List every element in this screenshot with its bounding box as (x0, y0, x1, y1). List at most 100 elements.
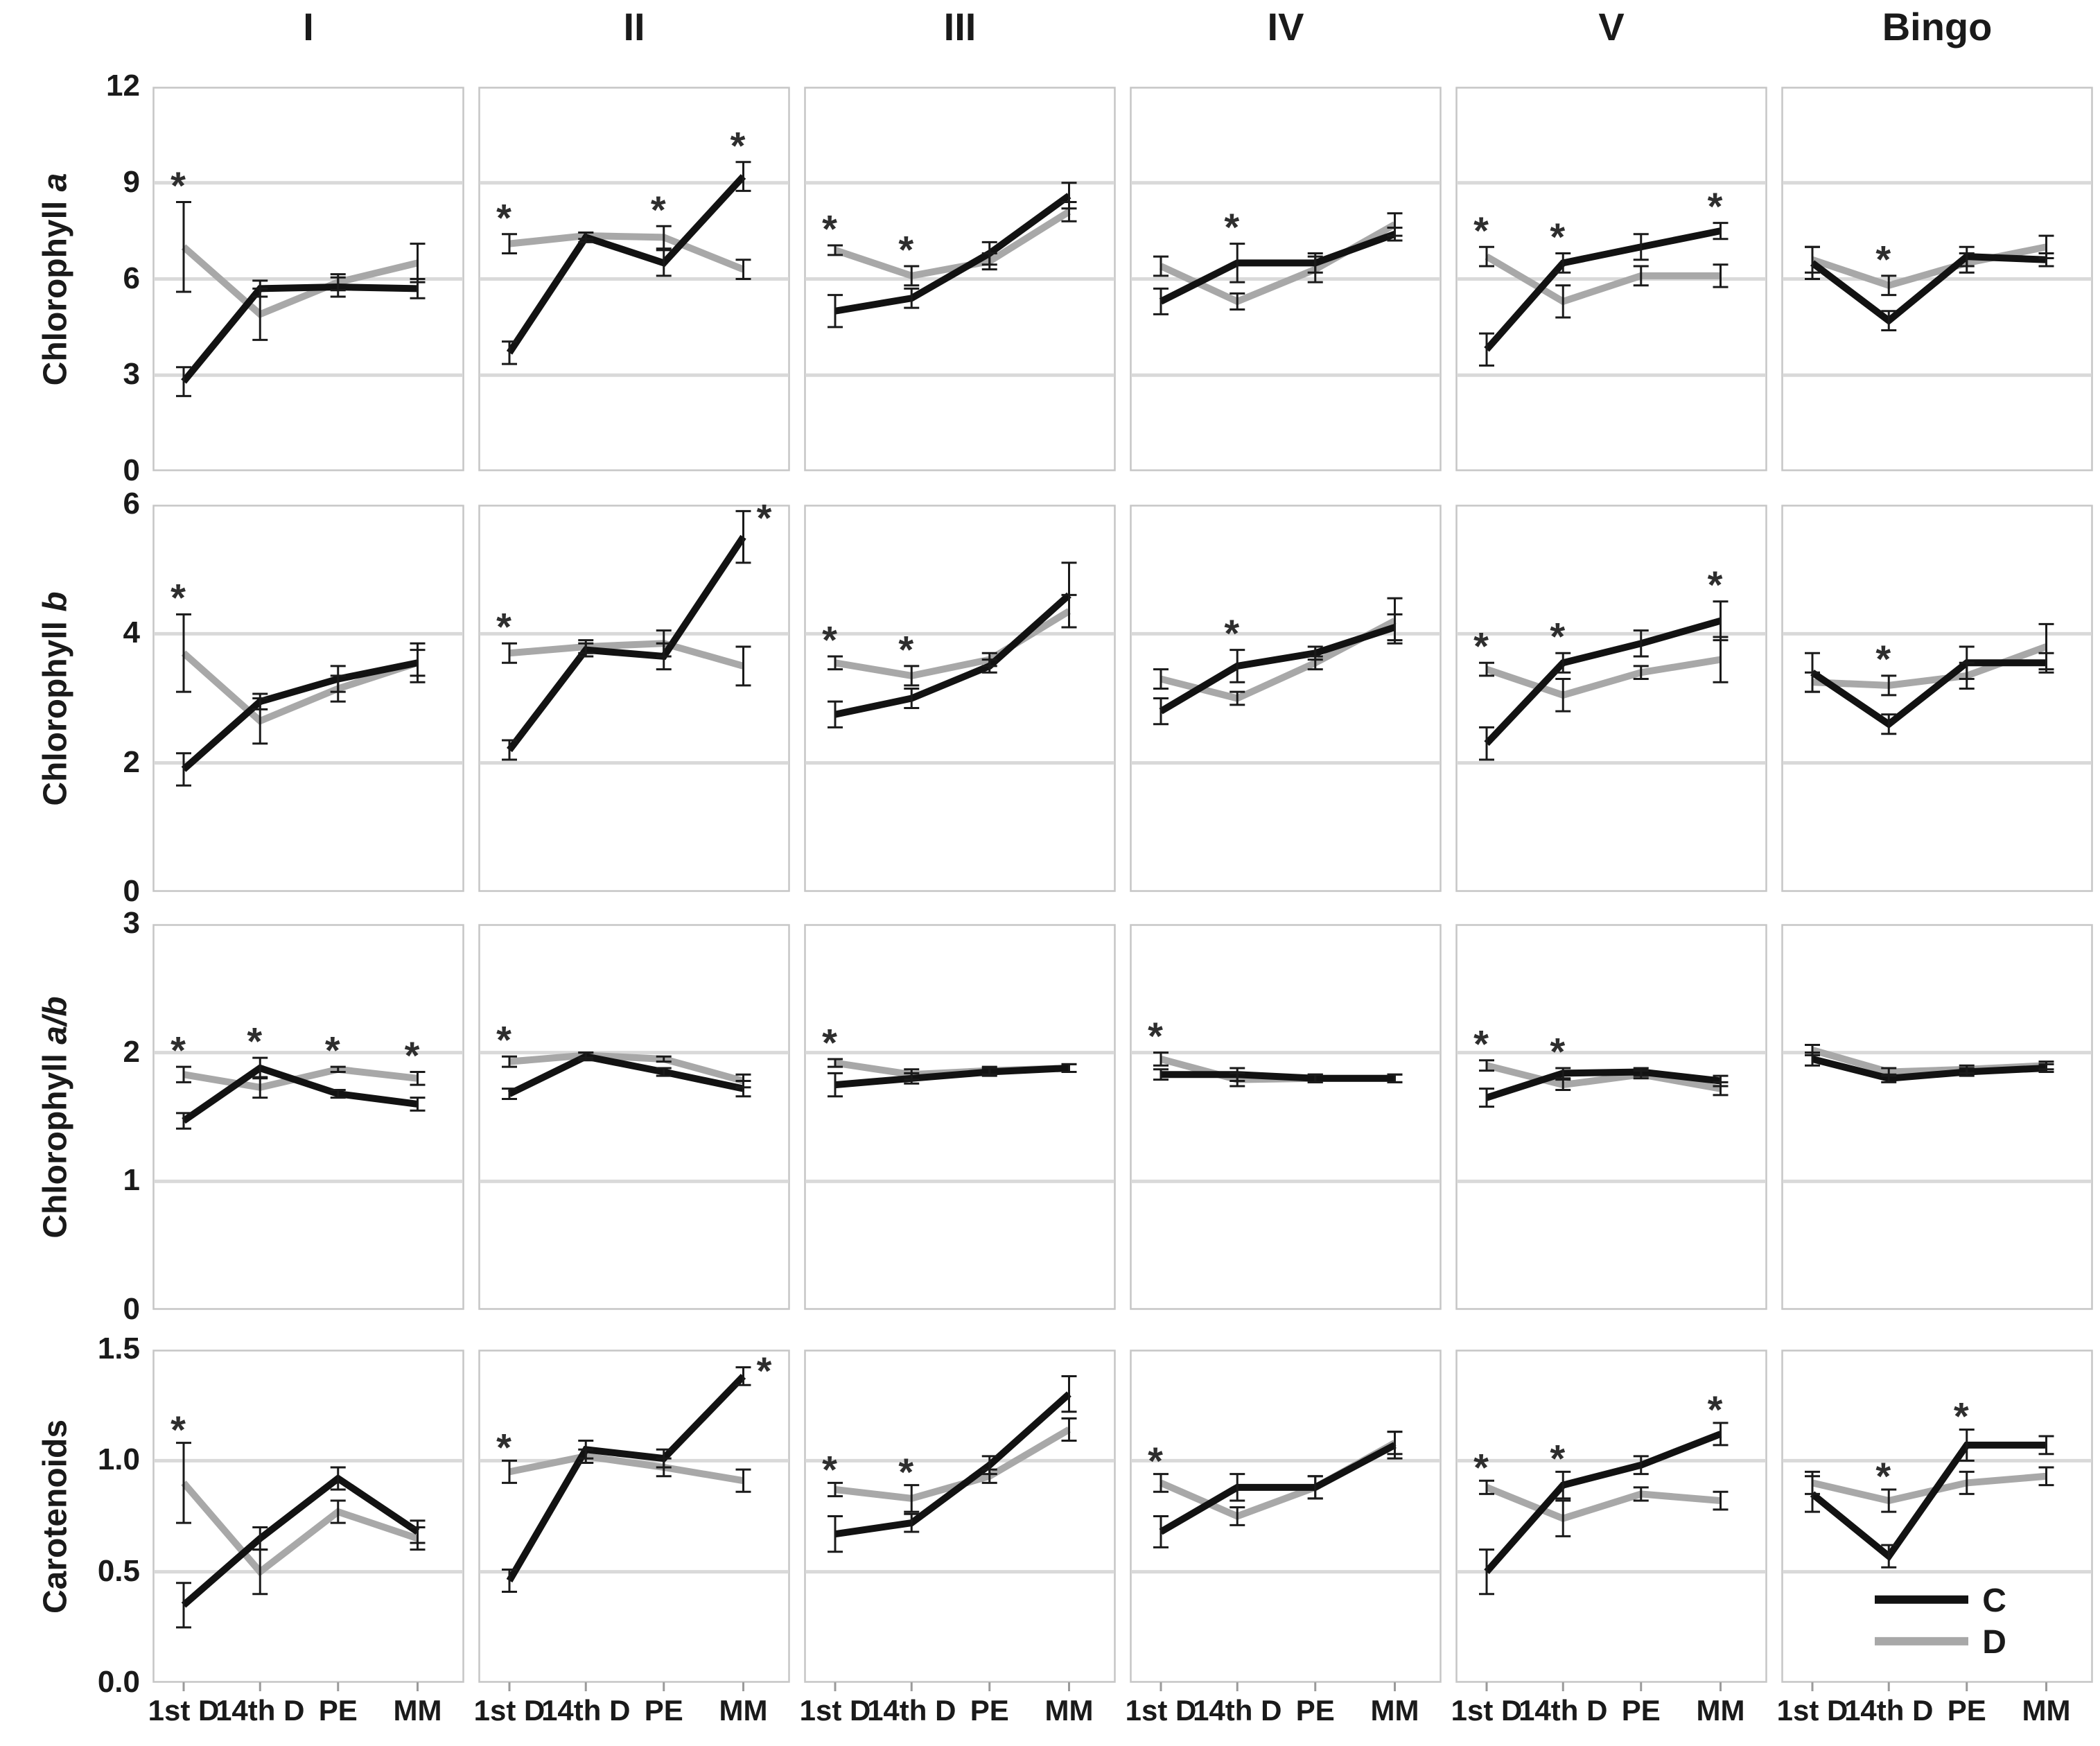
significance-asterisk: * (1550, 615, 1565, 658)
series-line-c (506, 174, 746, 355)
column-title-i: I (303, 5, 314, 49)
panel-v-row1: * * * (1455, 505, 1767, 892)
significance-asterisk: * (822, 618, 837, 661)
series-line-c (834, 592, 1071, 718)
panel-border (478, 1350, 790, 1683)
series-line-d (509, 640, 744, 670)
row-label-italic: b (37, 591, 74, 612)
column-title-iv: IV (1267, 5, 1304, 49)
series-line-c (1811, 1056, 2047, 1082)
series-line-c (1484, 227, 1722, 352)
significance-asterisk: * (898, 228, 913, 272)
significance-asterisk: * (170, 164, 186, 207)
x-tick-label: 1st D (1776, 1694, 1848, 1727)
significance-asterisk: * (1875, 637, 1891, 681)
y-tick-label: 0 (123, 1292, 140, 1326)
series-line-c (1485, 1068, 1722, 1101)
x-tick-label: MM (393, 1694, 442, 1727)
panel-bingo-row3: * * CD (1781, 1350, 2093, 1691)
significance-asterisk: * (170, 576, 186, 620)
y-tick-label: 4 (123, 616, 140, 650)
panel-ii-row2: * (478, 924, 790, 1310)
significance-asterisk: * (1708, 563, 1723, 606)
panel-border (804, 1350, 1116, 1683)
significance-asterisk: * (730, 123, 746, 167)
panel-i-row2: * * * * (152, 924, 464, 1310)
panel-border (1781, 505, 2093, 892)
series-line-c (181, 1474, 420, 1608)
y-tick-label: 0 (123, 874, 140, 908)
series-line-c (1161, 1071, 1395, 1082)
significance-asterisk: * (1473, 1445, 1489, 1489)
series-line-c (1159, 1442, 1397, 1535)
series-line-c (1810, 253, 2047, 325)
significance-asterisk: * (325, 1029, 340, 1072)
significance-asterisk: * (1550, 1029, 1565, 1073)
x-tick-label: MM (719, 1694, 768, 1727)
series-line-c (507, 534, 746, 753)
significance-asterisk: * (1875, 1454, 1891, 1498)
series-line-d (834, 209, 1071, 280)
x-tick-label: MM (1696, 1694, 1745, 1727)
series-line-c (1810, 659, 2047, 728)
panel-border (478, 924, 790, 1310)
series-line-c (506, 1374, 746, 1583)
column-title-ii: II (623, 5, 645, 49)
y-tick-label: 1 (123, 1163, 140, 1198)
series-line-d (181, 1481, 419, 1577)
series-line-c (834, 193, 1071, 315)
significance-asterisk: * (1473, 625, 1489, 668)
series-line-c (834, 1391, 1071, 1538)
panel-i-row3: * (152, 1350, 464, 1691)
legend-label-d: D (1982, 1624, 2006, 1661)
x-tick-label: 1st D (148, 1694, 220, 1727)
series-line-c (181, 283, 418, 384)
panel-iv-row3: * (1130, 1350, 1442, 1691)
panel-border (1781, 924, 2093, 1310)
x-tick-label: MM (2022, 1694, 2071, 1727)
column-title-v: V (1598, 5, 1625, 49)
series-line-d (834, 1426, 1071, 1502)
series-line-c (1484, 1431, 1722, 1574)
panel-border (804, 505, 1116, 892)
panel-iv-row1: * (1130, 505, 1442, 892)
significance-asterisk: * (1550, 1437, 1565, 1481)
significance-asterisk: * (1148, 1014, 1163, 1058)
panel-border (1781, 1350, 2093, 1683)
significance-asterisk: * (405, 1033, 420, 1077)
y-tick-label: 0 (123, 453, 140, 487)
series-line-d (1485, 253, 1721, 306)
panel-border (804, 924, 1116, 1310)
y-tick-label: 0.0 (97, 1665, 140, 1699)
panel-iii-row1: * * (804, 505, 1116, 892)
series-line-c (181, 659, 419, 772)
x-tick-label: PE (1295, 1694, 1335, 1727)
panel-border (152, 1350, 464, 1683)
panel-ii-row0: * * * (478, 87, 790, 471)
x-tick-label: 14th D (867, 1694, 956, 1727)
x-tick-label: 14th D (216, 1694, 305, 1727)
significance-asterisk: * (757, 1349, 772, 1393)
x-tick-label: 1st D (1125, 1694, 1197, 1727)
series-line-d (1811, 1472, 2047, 1505)
series-line-d (181, 244, 419, 319)
significance-asterisk: * (822, 1448, 837, 1492)
significance-asterisk: * (496, 1018, 511, 1062)
significance-asterisk: * (1473, 1022, 1489, 1065)
significance-asterisk: * (651, 188, 666, 232)
panel-bingo-row1: * (1781, 505, 2093, 892)
y-tick-label: 2 (123, 744, 140, 779)
series-line-d (509, 1452, 744, 1485)
panel-border (478, 505, 790, 892)
y-tick-label: 12 (106, 69, 140, 103)
series-line-c (182, 1064, 419, 1124)
significance-asterisk: * (496, 1426, 511, 1469)
panel-bingo-row0: * (1781, 87, 2093, 471)
significance-asterisk: * (1224, 205, 1239, 249)
significance-asterisk: * (1550, 215, 1565, 259)
series-line-d (834, 608, 1071, 679)
panel-iii-row2: * (804, 924, 1116, 1310)
y-tick-label: 1.0 (97, 1442, 140, 1477)
y-tick-label: 2 (123, 1034, 140, 1069)
